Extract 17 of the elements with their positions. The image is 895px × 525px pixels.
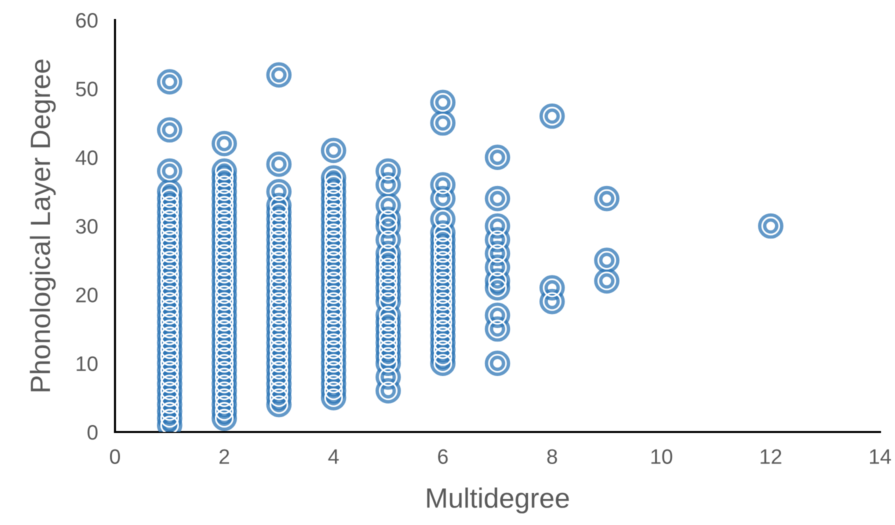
x-tick-label: 2 (220, 449, 230, 464)
x-tick-label: 10 (651, 449, 672, 464)
y-tick-label: 10 (76, 356, 98, 372)
y-tick-label: 30 (76, 219, 98, 234)
y-tick-label: 20 (76, 288, 98, 302)
x-tick-label: 8 (547, 449, 558, 464)
x-tick-label: 6 (438, 449, 448, 464)
y-tick-label: 50 (76, 82, 98, 96)
x-tick-label: 4 (328, 449, 339, 464)
x-tick-label: 0 (110, 449, 120, 464)
y-tick-label: 0 (88, 425, 98, 440)
x-tick-label: 12 (760, 449, 782, 464)
x-axis-title: Multidegree (427, 488, 569, 514)
y-tick-label: 60 (76, 13, 98, 28)
x-tick-label: 14 (870, 449, 891, 464)
y-tick-label: 40 (76, 150, 98, 166)
y-axis-title: Phonological Layer Degree (30, 60, 56, 392)
